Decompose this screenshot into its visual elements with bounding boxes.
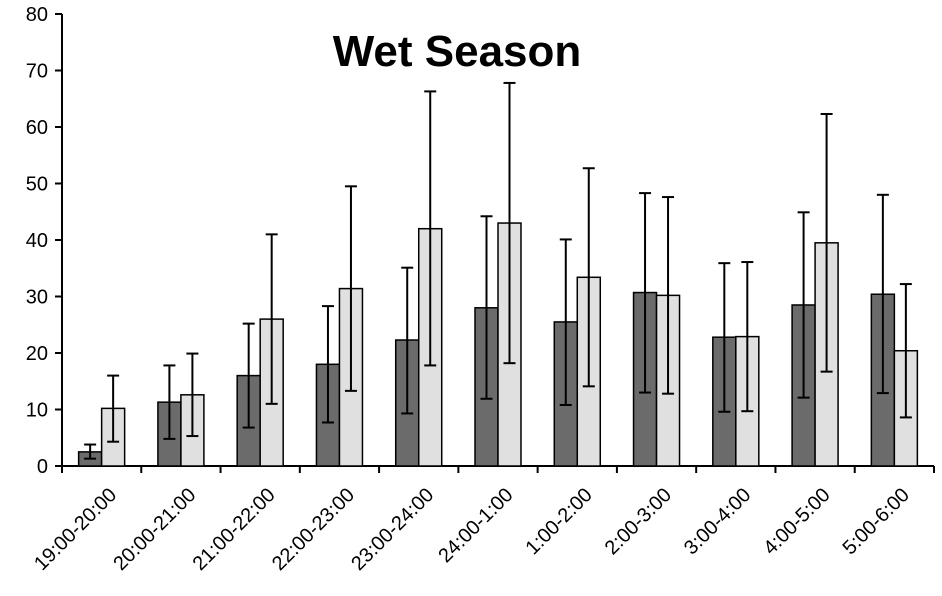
x-tick-label: 5:00-6:00 — [839, 484, 914, 559]
x-tick-label: 4:00-5:00 — [759, 484, 834, 559]
x-tick-label: 1:00-2:00 — [521, 484, 596, 559]
y-tick-label: 70 — [26, 61, 48, 83]
y-tick-label: 10 — [26, 400, 48, 422]
y-tick-label: 40 — [26, 230, 48, 252]
y-tick-label: 20 — [26, 343, 48, 365]
y-tick-label: 50 — [26, 174, 48, 196]
x-tick-label: 3:00-4:00 — [680, 484, 755, 559]
x-tick-label: 22:00-23:00 — [268, 484, 359, 575]
x-tick-label: 2:00-3:00 — [601, 484, 676, 559]
x-tick-label: 24:00-1:00 — [434, 484, 517, 567]
x-tick-label: 21:00-22:00 — [189, 484, 280, 575]
x-tick-label: 20:00-21:00 — [109, 484, 200, 575]
x-tick-label: 19:00-20:00 — [30, 484, 121, 575]
y-tick-label: 0 — [37, 456, 48, 478]
x-tick-label: 23:00-24:00 — [347, 484, 438, 575]
chart-title: Wet Season — [333, 27, 582, 76]
y-tick-label: 80 — [26, 4, 48, 26]
y-tick-label: 60 — [26, 117, 48, 139]
y-tick-label: 30 — [26, 287, 48, 309]
